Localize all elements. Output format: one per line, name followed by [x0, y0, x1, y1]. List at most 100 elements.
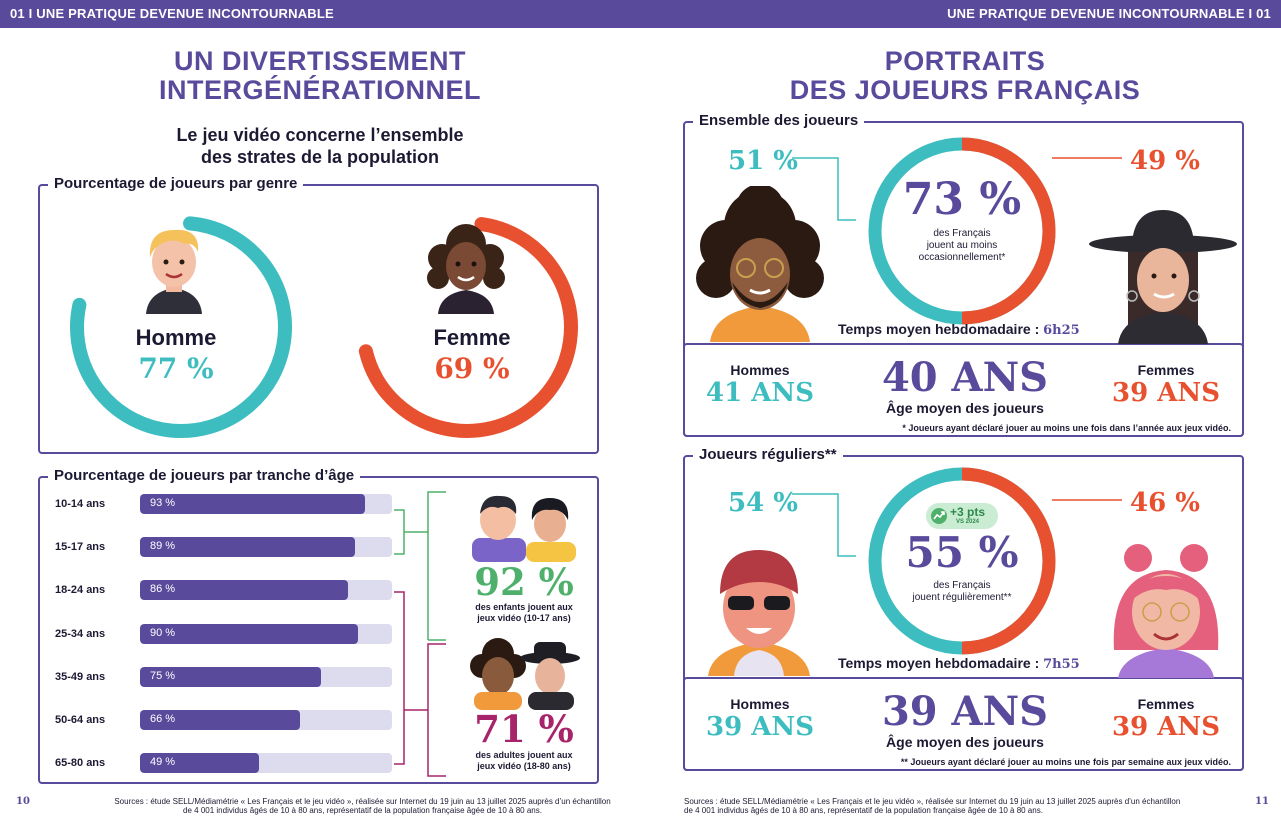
reguliers-caption-line2: jouent régulièrement**	[912, 592, 1012, 603]
left-title-line2: INTERGÉNÉRATIONNEL	[158, 75, 481, 105]
age-bar-value: 89 %	[150, 540, 176, 552]
right-source-line1: Sources : étude SELL/Médiamétrie « Les F…	[684, 797, 1181, 806]
ensemble-avg-age: 40 ANS	[881, 354, 1049, 401]
reguliers-avg-label: Âge moyen des joueurs	[886, 734, 1044, 750]
reguliers-time-value: 7h55	[1043, 657, 1080, 672]
left-source-line1: Sources : étude SELL/Médiamétrie « Les F…	[114, 797, 611, 806]
ensemble-woman-avatar	[1089, 210, 1237, 344]
reguliers-footnote: ** Joueurs ayant déclaré jouer au moins …	[900, 757, 1231, 767]
reguliers-time-label: Temps moyen hebdomadaire :	[838, 655, 1040, 671]
age-bar: 90 %	[140, 624, 358, 644]
ensemble-caption-line3: occasionnellement*	[918, 252, 1006, 263]
left-page-subtitle: Le jeu vidéo concerne l’ensemble des str…	[60, 124, 580, 168]
ensemble-women-share: 49 %	[1130, 146, 1200, 176]
age-bar-track: 86 %	[140, 580, 392, 600]
ensemble-man-avatar	[696, 186, 824, 342]
age-bar-value: 75 %	[150, 670, 176, 682]
right-source-line2: de 4 001 individus âgés de 10 à 80 ans, …	[684, 806, 1043, 815]
age-row-label: 35-49 ans	[55, 671, 106, 683]
adults-caption: des adultes jouent aux jeux vidéo (18-80…	[464, 750, 584, 772]
reguliers-hommes-age: 39 ANS	[706, 712, 814, 742]
age-row-label: 10-14 ans	[55, 498, 106, 510]
age-bar-track: 90 %	[140, 624, 392, 644]
femme-arc	[356, 216, 578, 438]
age-bar: 89 %	[140, 537, 356, 557]
adults-caption-line2: jeux vidéo (18-80 ans)	[477, 761, 571, 771]
age-row-label: 18-24 ans	[55, 584, 106, 596]
reguliers-main-caption: des Français jouent régulièrement**	[882, 580, 1042, 604]
age-bar-track: 75 %	[140, 667, 392, 687]
reguliers-avg-age: 39 ANS	[881, 688, 1049, 735]
age-bar-track: 89 %	[140, 537, 392, 557]
ensemble-main-value: 73 %	[902, 174, 1022, 225]
ensemble-time: Temps moyen hebdomadaire : 6h25	[838, 321, 1080, 338]
badge-value: +3 pts	[950, 505, 986, 519]
gender-box-label: Pourcentage de joueurs par genre	[48, 175, 304, 192]
badge-sub: VS 2024	[956, 519, 980, 525]
adults-value: 71 %	[474, 707, 574, 751]
age-bar-value: 90 %	[150, 627, 176, 639]
age-bar-value: 49 %	[150, 756, 176, 768]
adults-avatars	[470, 638, 580, 710]
femme-avatar	[427, 224, 505, 314]
age-bar-track: 49 %	[140, 753, 392, 773]
ensemble-caption-line1: des Français	[933, 228, 991, 239]
ensemble-men-connector	[792, 157, 856, 221]
reguliers-donut	[868, 467, 1056, 655]
age-row-label: 25-34 ans	[55, 628, 106, 640]
homme-arc	[70, 216, 292, 438]
ensemble-caption-line2: jouent au moins	[926, 240, 998, 251]
reguliers-main-value: 55 %	[905, 528, 1019, 577]
left-page-number: 10	[16, 796, 30, 807]
reguliers-women-arc	[961, 467, 1056, 655]
ensemble-women-connector	[1052, 157, 1122, 159]
reguliers-man-avatar	[708, 550, 810, 676]
trend-up-icon	[931, 508, 947, 524]
age-bar-value: 86 %	[150, 583, 176, 595]
kids-caption: des enfants jouent aux jeux vidéo (10-17…	[464, 602, 584, 624]
ensemble-avg-label: Âge moyen des joueurs	[886, 400, 1044, 416]
reguliers-femmes-label: Femmes	[1137, 696, 1195, 712]
femme-value: 69 %	[434, 352, 510, 385]
reguliers-women-connector	[1052, 499, 1122, 501]
gender-box	[38, 184, 599, 454]
subtitle-line2: des strates de la population	[200, 147, 440, 167]
adults-caption-line1: des adultes jouent aux	[475, 750, 573, 760]
right-page-title: PORTRAITS DES JOUEURS FRANÇAIS	[700, 47, 1230, 105]
left-source-line2: de 4 001 individus âgés de 10 à 80 ans, …	[183, 806, 542, 815]
header-left-title: 01 I UNE PRATIQUE DEVENUE INCONTOURNABLE	[10, 6, 334, 21]
femme-ring-chart	[356, 216, 578, 438]
reguliers-box-label: Joueurs réguliers**	[693, 446, 843, 463]
age-row-label: 50-64 ans	[55, 714, 106, 726]
age-brackets	[394, 491, 446, 777]
homme-avatar	[146, 229, 202, 314]
left-page-title: UN DIVERTISSEMENT INTERGÉNÉRATIONNEL	[60, 47, 580, 105]
age-bar: 66 %	[140, 710, 300, 730]
ensemble-women-arc	[961, 137, 1056, 325]
right-title-line1: PORTRAITS	[884, 46, 1046, 76]
ensemble-box-label: Ensemble des joueurs	[693, 112, 865, 129]
age-bar-track: 93 %	[140, 494, 392, 514]
ensemble-footnote: * Joueurs ayant déclaré jouer au moins u…	[902, 423, 1231, 433]
homme-ring-chart	[70, 216, 292, 438]
age-row-label: 65-80 ans	[55, 757, 106, 769]
kids-caption-line1: des enfants jouent aux	[475, 602, 573, 612]
reguliers-hommes-label: Hommes	[730, 696, 790, 712]
ensemble-main-caption: des Français jouent au moins occasionnel…	[892, 228, 1032, 264]
reguliers-age-panel	[683, 677, 1244, 771]
right-page-number: 11	[1255, 796, 1269, 807]
age-bar-value: 93 %	[150, 497, 176, 509]
ensemble-time-label: Temps moyen hebdomadaire :	[838, 321, 1040, 337]
reguliers-time: Temps moyen hebdomadaire : 7h55	[838, 655, 1080, 672]
kids-value: 92 %	[474, 560, 574, 604]
age-bar: 93 %	[140, 494, 365, 514]
kids-caption-line2: jeux vidéo (10-17 ans)	[477, 613, 571, 623]
age-row-label: 15-17 ans	[55, 541, 106, 553]
homme-label: Homme	[135, 325, 217, 350]
kids-avatars	[472, 495, 576, 562]
age-bar: 49 %	[140, 753, 259, 773]
reguliers-men-share: 54 %	[728, 488, 798, 518]
subtitle-line1: Le jeu vidéo concerne l’ensemble	[176, 125, 464, 145]
ensemble-men-share: 51 %	[728, 146, 798, 176]
reguliers-women-share: 46 %	[1130, 488, 1200, 518]
